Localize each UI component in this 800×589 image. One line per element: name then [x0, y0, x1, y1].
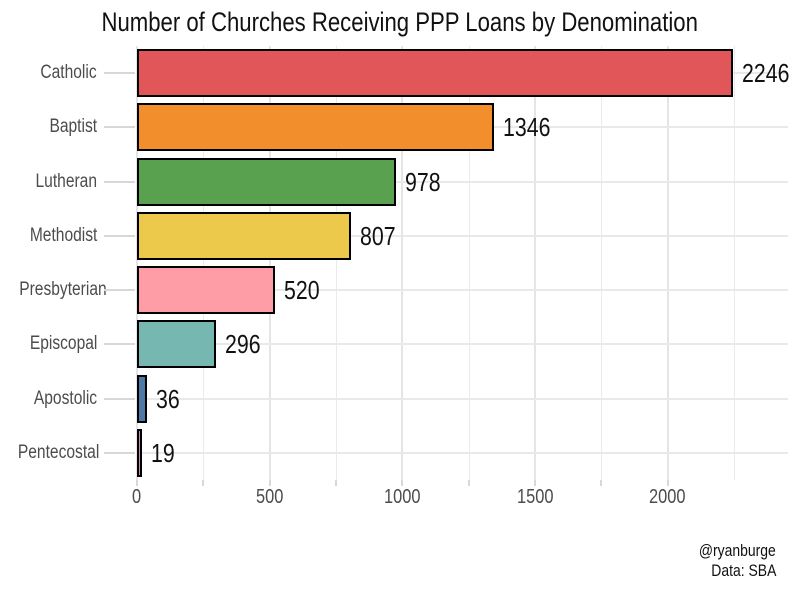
x-axis-tick: [533, 480, 536, 486]
bar-value-text: 19: [151, 437, 175, 468]
bar-value-label: 19: [151, 429, 180, 477]
bar-value-label: 296: [225, 320, 268, 368]
y-axis-label-presbyterian: Presbyterian: [0, 279, 106, 301]
x-axis-tick: [202, 480, 205, 486]
y-axis-label-baptist: Baptist: [0, 116, 97, 138]
gridline-vertical-major: [268, 46, 271, 480]
plot-area: 2246 1346 978 807 520 296 36 19: [136, 46, 789, 480]
y-axis-label-catholic: Catholic: [0, 62, 97, 84]
attribution-handle: @ryanburge: [699, 541, 776, 560]
gridline-horizontal: [137, 343, 788, 346]
gridline-vertical-major: [533, 46, 536, 480]
bar-row: 520: [137, 266, 788, 315]
gridline-horizontal: [137, 289, 788, 292]
x-axis-tick: [401, 480, 404, 486]
bar-value-text: 978: [405, 166, 441, 197]
x-axis-tick-label: 2000: [628, 486, 708, 509]
attribution: @ryanburge Data: SBA: [682, 541, 776, 581]
x-axis-tick-label: 1500: [495, 486, 575, 509]
y-axis-label-text: Apostolic: [33, 387, 97, 409]
y-axis-label-lutheran: Lutheran: [0, 171, 97, 193]
gridline-vertical-minor: [733, 46, 735, 480]
bar-pentecostal: [137, 428, 142, 477]
y-axis-tick: [104, 126, 135, 129]
gridline-horizontal: [137, 451, 788, 454]
gridline-vertical-major: [136, 46, 138, 480]
x-axis-tick-label: 0: [97, 486, 177, 509]
bar-value-label: 2246: [742, 49, 800, 97]
y-axis-label-text: Baptist: [49, 116, 97, 138]
bar-value-text: 520: [284, 275, 320, 306]
y-axis-label-text: Lutheran: [35, 170, 97, 192]
bar-row: 1346: [137, 103, 788, 152]
bar-row: 807: [137, 211, 788, 260]
y-axis-label-text: Pentecostal: [17, 441, 100, 463]
gridline-horizontal: [137, 397, 788, 400]
y-axis-label-methodist: Methodist: [0, 225, 97, 247]
x-axis-tick-label-text: 0: [132, 486, 142, 508]
bar-value-label: 807: [360, 212, 403, 260]
gridline-vertical-major: [401, 46, 404, 480]
y-axis-label-text: Methodist: [29, 224, 97, 246]
bar-value-text: 296: [225, 329, 261, 360]
gridline-vertical-minor: [203, 46, 205, 480]
gridline-vertical-minor: [468, 46, 470, 480]
x-axis-tick: [334, 480, 337, 486]
bar-value-label: 520: [284, 266, 327, 314]
x-axis-tick-label-text: 1500: [516, 486, 554, 508]
gridline-horizontal: [137, 234, 788, 237]
x-axis-tick: [600, 480, 603, 486]
x-axis-tick: [268, 480, 271, 486]
gridline-vertical-minor: [335, 46, 337, 480]
bar-value-label: 978: [405, 158, 448, 206]
x-axis-tick-label-text: 500: [255, 486, 284, 508]
x-axis-tick-label: 1000: [362, 486, 442, 509]
gridline-vertical-major: [666, 46, 669, 480]
y-axis-tick: [104, 234, 135, 237]
x-axis-tick-label-text: 2000: [649, 486, 686, 508]
attribution-source: Data: SBA: [710, 561, 776, 580]
y-axis-label-text: Presbyterian: [19, 279, 107, 301]
chart-title-text: Number of Churches Receiving PPP Loans b…: [101, 7, 699, 37]
bar-baptist: [137, 103, 494, 152]
bar-presbyterian: [137, 266, 275, 315]
bar-row: 978: [137, 157, 788, 206]
y-axis-tick: [104, 289, 135, 292]
bar-row: 19: [137, 428, 788, 477]
bar-catholic: [137, 49, 733, 98]
x-axis-tick: [467, 480, 470, 486]
y-axis-label-pentecostal: Pentecostal: [0, 441, 100, 464]
x-axis-tick-label-text: 1000: [384, 486, 421, 508]
bar-methodist: [137, 211, 351, 260]
bar-episcopal: [137, 320, 216, 369]
y-axis-label-episcopal: Episcopal: [0, 333, 97, 355]
gridline-horizontal: [137, 180, 788, 183]
chart-title: Number of Churches Receiving PPP Loans b…: [0, 7, 800, 38]
bar-value-label: 36: [156, 375, 185, 423]
gridline-vertical-minor: [601, 46, 603, 480]
bar-row: 2246: [137, 49, 789, 98]
y-axis-tick: [104, 451, 135, 454]
bar-lutheran: [137, 157, 396, 206]
y-axis-label-apostolic: Apostolic: [0, 388, 97, 410]
y-axis-tick: [104, 343, 135, 346]
bar-apostolic: [137, 374, 147, 423]
y-axis-tick: [104, 397, 135, 400]
y-axis-label-text: Episcopal: [29, 333, 97, 355]
x-axis-tick-label: 500: [230, 486, 310, 509]
bar-value-text: 807: [360, 220, 396, 251]
bar-value-text: 2246: [742, 58, 790, 89]
y-axis-tick: [104, 72, 135, 75]
y-axis-tick: [104, 180, 135, 183]
y-axis-label-text: Catholic: [40, 62, 97, 84]
bar-value-label: 1346: [503, 103, 561, 151]
bar-value-text: 1346: [503, 112, 551, 143]
bar-row: 296: [137, 320, 788, 369]
bar-row: 36: [137, 374, 788, 423]
bar-value-text: 36: [156, 383, 180, 414]
x-axis-tick: [666, 480, 669, 486]
x-axis-tick: [136, 480, 138, 486]
